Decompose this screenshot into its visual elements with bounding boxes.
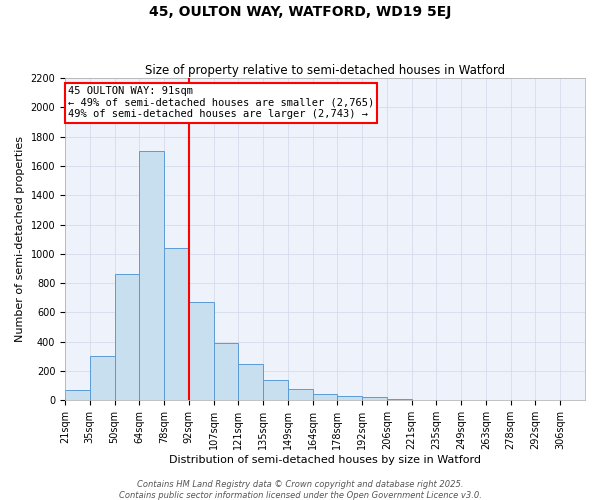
- Bar: [139, 152, 164, 400]
- Text: 45 OULTON WAY: 91sqm
← 49% of semi-detached houses are smaller (2,765)
49% of se: 45 OULTON WAY: 91sqm ← 49% of semi-detac…: [68, 86, 374, 120]
- Text: 45, OULTON WAY, WATFORD, WD19 5EJ: 45, OULTON WAY, WATFORD, WD19 5EJ: [149, 5, 451, 19]
- Bar: [313, 394, 337, 400]
- X-axis label: Distribution of semi-detached houses by size in Watford: Distribution of semi-detached houses by …: [169, 455, 481, 465]
- Y-axis label: Number of semi-detached properties: Number of semi-detached properties: [15, 136, 25, 342]
- Bar: [238, 364, 263, 400]
- Bar: [288, 388, 313, 400]
- Title: Size of property relative to semi-detached houses in Watford: Size of property relative to semi-detach…: [145, 64, 505, 77]
- Bar: [387, 399, 412, 400]
- Bar: [189, 302, 214, 400]
- Bar: [164, 248, 189, 400]
- Bar: [263, 380, 288, 400]
- Text: Contains HM Land Registry data © Crown copyright and database right 2025.
Contai: Contains HM Land Registry data © Crown c…: [119, 480, 481, 500]
- Bar: [65, 390, 90, 400]
- Bar: [362, 398, 387, 400]
- Bar: [115, 274, 139, 400]
- Bar: [337, 396, 362, 400]
- Bar: [214, 342, 238, 400]
- Bar: [90, 356, 115, 401]
